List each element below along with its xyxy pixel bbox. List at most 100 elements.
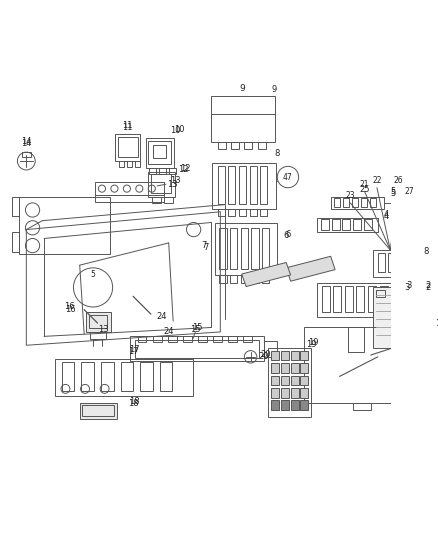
Bar [300,400,308,410]
Text: 20: 20 [259,352,269,361]
Polygon shape [286,256,335,281]
Text: 13: 13 [167,180,177,189]
Bar [353,403,371,410]
Bar [353,219,361,230]
Bar [115,134,140,161]
Bar [322,286,330,312]
Bar [62,362,74,391]
Text: 23: 23 [346,191,355,200]
Bar [219,275,226,283]
Bar [119,161,124,167]
Bar [239,166,246,204]
Bar [333,286,341,312]
Text: 27: 27 [404,187,414,196]
Bar [373,287,420,348]
Text: 26: 26 [393,176,403,185]
Bar [88,315,107,328]
Polygon shape [242,262,291,287]
Text: 5: 5 [390,189,396,198]
Bar [291,400,299,410]
Bar [352,198,358,207]
Bar [55,359,193,396]
Bar [241,228,248,269]
Text: 10: 10 [170,126,181,135]
Bar [215,223,277,275]
Bar [219,228,226,269]
Text: 18: 18 [130,397,140,406]
Bar [397,253,405,272]
Text: 19: 19 [306,340,316,349]
Text: 18: 18 [128,399,138,408]
Bar [300,376,308,385]
Text: 4: 4 [384,212,389,221]
Bar [361,198,367,207]
Bar [388,253,395,272]
Bar [228,166,236,204]
Bar [281,363,289,373]
Bar [368,286,376,312]
Text: 2: 2 [425,283,430,292]
Bar [321,219,329,230]
Text: 15: 15 [190,325,201,334]
Bar [393,403,411,410]
Bar [118,137,138,157]
Bar [86,312,111,332]
Text: 7: 7 [201,241,207,250]
Bar [268,348,311,417]
Bar [373,250,407,277]
Text: 3: 3 [406,281,412,290]
Bar [148,172,175,197]
Text: 15: 15 [192,323,202,332]
Bar [271,376,279,385]
Text: 5: 5 [390,187,396,196]
Text: 2: 2 [425,281,430,290]
Bar [244,142,252,149]
Text: 8: 8 [423,247,429,256]
Text: 24: 24 [163,327,174,336]
Bar [250,166,257,204]
Bar [131,336,264,361]
Bar [291,363,299,373]
Text: 20: 20 [261,350,271,359]
Text: 11: 11 [123,123,133,132]
Bar [135,340,259,358]
Text: 5: 5 [91,270,95,279]
Bar [250,209,257,216]
Bar [211,96,275,142]
Bar [281,388,289,398]
Text: 21: 21 [360,180,369,189]
Bar [304,327,436,403]
Bar [331,197,384,209]
Bar [101,362,113,391]
Bar [342,219,350,230]
Bar [370,198,376,207]
Text: 12: 12 [180,164,191,173]
Text: 13: 13 [99,325,109,334]
Bar [228,209,236,216]
Bar [151,174,171,193]
Bar [230,275,237,283]
Text: 16: 16 [64,303,74,311]
Text: 9: 9 [272,85,277,94]
Bar [12,232,19,252]
Bar [80,403,117,419]
Bar [271,400,279,410]
Bar [251,275,258,283]
Text: 12: 12 [179,165,189,174]
Bar [81,362,94,391]
Bar [218,142,226,149]
Bar [345,286,353,312]
Bar [317,218,378,232]
Bar [364,219,371,230]
Text: 10: 10 [174,125,185,133]
Bar [218,166,225,204]
Bar [343,198,350,207]
Bar [300,351,308,360]
Bar [291,388,299,398]
Bar [213,336,222,342]
Bar [260,166,268,204]
Bar [258,142,266,149]
Bar [357,286,364,312]
Bar [231,142,239,149]
Bar [138,336,146,342]
